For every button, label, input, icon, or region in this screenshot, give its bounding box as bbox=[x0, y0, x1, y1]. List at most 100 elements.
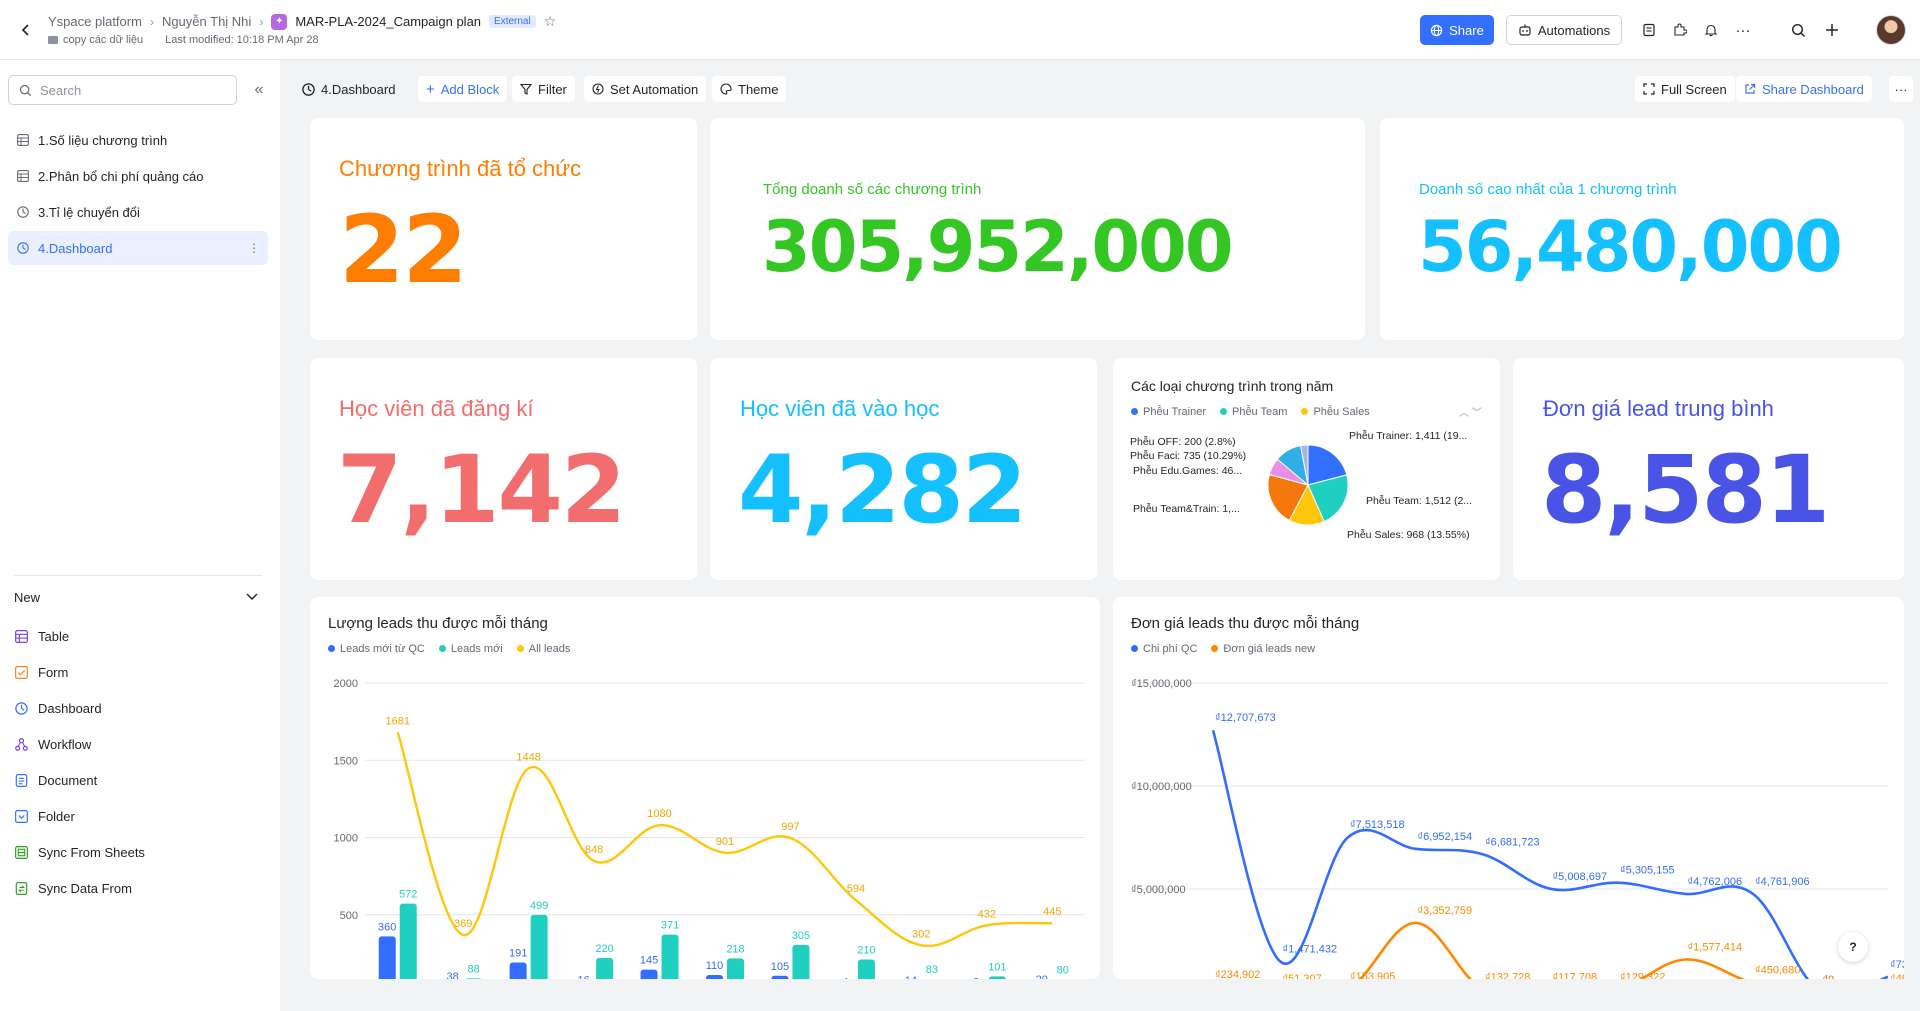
line-value-label: 901 bbox=[716, 836, 734, 848]
legend-item[interactable]: Phễu Trainer bbox=[1131, 406, 1206, 418]
theme-button[interactable]: Theme bbox=[712, 76, 787, 102]
line-value-label: ₫733,267 bbox=[1890, 959, 1904, 971]
leads-chart-card[interactable]: Lượng leads thu được mỗi tháng Leads mới… bbox=[310, 597, 1100, 979]
bar-value-label: 105 bbox=[771, 961, 789, 973]
star-icon[interactable]: ☆ bbox=[543, 13, 557, 29]
sheets-icon bbox=[14, 845, 28, 859]
full-screen-button[interactable]: Full Screen bbox=[1635, 76, 1735, 102]
more-vertical-icon[interactable]: ⋮ bbox=[248, 241, 260, 255]
set-automation-button[interactable]: Set Automation bbox=[584, 76, 707, 102]
sidebar: « 1.Số liệu chương trình 2.Phân bổ chi p… bbox=[0, 60, 280, 1011]
new-dashboard-item[interactable]: Dashboard bbox=[14, 690, 262, 726]
dashboard-area: 4.Dashboard + Add Block Filter Set Autom… bbox=[280, 60, 1920, 1011]
line-value-label: 1681 bbox=[385, 715, 409, 727]
pie-slice bbox=[1300, 444, 1309, 486]
bell-icon[interactable] bbox=[1699, 18, 1723, 42]
new-sync-sheets-item[interactable]: Sync From Sheets bbox=[14, 834, 262, 870]
breadcrumb-workspace[interactable]: Yspace platform bbox=[48, 14, 142, 29]
bar bbox=[509, 962, 527, 979]
chevron-right-icon: › bbox=[259, 14, 264, 29]
new-section-toggle[interactable]: New bbox=[14, 576, 262, 618]
table-list: 1.Số liệu chương trình 2.Phân bổ chi phí… bbox=[8, 123, 268, 267]
more-icon[interactable]: ··· bbox=[1735, 21, 1751, 39]
y-tick-label: ₫10,000,000 bbox=[1131, 781, 1192, 793]
sidebar-item-label: 4.Dashboard bbox=[38, 240, 113, 256]
search-input[interactable] bbox=[40, 82, 220, 98]
folder-location[interactable]: copy các dữ liệu bbox=[48, 34, 143, 46]
kpi-value: 305,952,000 bbox=[762, 206, 1234, 288]
avatar[interactable] bbox=[1876, 15, 1906, 45]
sync-icon bbox=[14, 881, 28, 895]
sidebar-item-so-lieu[interactable]: 1.Số liệu chương trình bbox=[8, 123, 268, 157]
legend-item[interactable]: Phễu Sales bbox=[1301, 406, 1370, 418]
document-list-icon[interactable] bbox=[1637, 18, 1661, 42]
external-badge: External bbox=[489, 15, 536, 28]
search-icon[interactable] bbox=[1786, 18, 1810, 42]
automations-button[interactable]: Automations bbox=[1506, 15, 1622, 45]
top-bar: Yspace platform › Nguyễn Thị Nhi › ✦ MAR… bbox=[0, 0, 1920, 60]
line-value-label: ₫117,708 bbox=[1553, 972, 1598, 979]
pie-chart-card[interactable]: Các loại chương trình trong năm Phễu Tra… bbox=[1113, 358, 1500, 580]
document-title[interactable]: MAR-PLA-2024_Campaign plan bbox=[295, 14, 482, 29]
new-form-item[interactable]: Form bbox=[14, 654, 262, 690]
table-icon bbox=[16, 133, 30, 147]
legend-item[interactable]: All leads bbox=[516, 643, 570, 655]
help-icon[interactable]: ? bbox=[1838, 932, 1868, 962]
automations-label: Automations bbox=[1537, 22, 1611, 38]
new-sync-data-item[interactable]: Sync Data From bbox=[14, 870, 262, 906]
kpi-card-programs[interactable]: Chương trình đã tổ chức 22 bbox=[310, 118, 697, 340]
chart-title: Đơn giá leads thu được mỗi tháng bbox=[1131, 615, 1360, 632]
new-item-label: Document bbox=[38, 772, 98, 788]
dashboard-icon bbox=[16, 205, 30, 219]
kpi-card-lead-price[interactable]: Đơn giá lead trung bình 8,581 bbox=[1513, 358, 1904, 580]
dashboard-name[interactable]: 4.Dashboard bbox=[294, 76, 403, 102]
sidebar-item-dashboard[interactable]: 4.Dashboard ⋮ bbox=[8, 231, 268, 265]
pie-slice bbox=[1307, 444, 1348, 486]
sidebar-item-phan-bo[interactable]: 2.Phân bổ chi phí quảng cáo bbox=[8, 159, 268, 193]
legend-pager[interactable]: ︿ ﹀ bbox=[1459, 408, 1482, 419]
leads-legend: Leads mới từ QC Leads mới All leads bbox=[328, 643, 570, 655]
leads-bar-chart: 0500100015002000Tháng 1Tháng 2Tháng 3Thá… bbox=[334, 678, 1085, 979]
new-folder-item[interactable]: Folder bbox=[14, 798, 262, 834]
bar-value-label: 572 bbox=[399, 889, 417, 901]
bar bbox=[661, 934, 679, 979]
back-icon[interactable] bbox=[14, 18, 38, 42]
kpi-card-total-revenue[interactable]: Tổng doanh số các chương trình 305,952,0… bbox=[710, 118, 1365, 340]
new-document-item[interactable]: Document bbox=[14, 762, 262, 798]
bar-value-label: 220 bbox=[595, 943, 613, 955]
new-workflow-item[interactable]: Workflow bbox=[14, 726, 262, 762]
legend-item[interactable]: Chi phí QC bbox=[1131, 643, 1197, 655]
kpi-card-registered[interactable]: Học viên đã đăng kí 7,142 bbox=[310, 358, 697, 580]
legend-item[interactable]: Leads mới bbox=[438, 643, 503, 655]
legend-label: Phễu Team bbox=[1231, 406, 1288, 418]
filter-button[interactable]: Filter bbox=[512, 76, 575, 102]
filter-icon bbox=[520, 83, 532, 95]
share-dashboard-button[interactable]: Share Dashboard bbox=[1736, 76, 1872, 102]
plus-icon[interactable] bbox=[1820, 18, 1844, 42]
plugin-icon[interactable] bbox=[1668, 18, 1692, 42]
legend-item[interactable]: Leads mới từ QC bbox=[328, 643, 425, 655]
automation-icon bbox=[592, 83, 604, 95]
line-value-label: 594 bbox=[847, 883, 865, 895]
sidebar-item-ti-le[interactable]: 3.Tỉ lệ chuyển đổi bbox=[8, 195, 268, 229]
bar-value-label: 3 bbox=[973, 977, 979, 979]
legend-item[interactable]: Phễu Team bbox=[1219, 406, 1288, 418]
more-icon[interactable]: ··· bbox=[1889, 76, 1913, 102]
cost-chart-card[interactable]: Đơn giá leads thu được mỗi tháng Chi phí… bbox=[1113, 597, 1904, 979]
bar-value-label: 20 bbox=[1036, 974, 1048, 979]
line-value-label: 1448 bbox=[516, 751, 540, 763]
collapse-sidebar-icon[interactable]: « bbox=[254, 81, 264, 98]
bar bbox=[596, 958, 614, 979]
kpi-value: 22 bbox=[339, 196, 468, 305]
bar-value-label: 110 bbox=[706, 960, 724, 972]
add-block-button[interactable]: + Add Block bbox=[418, 76, 508, 102]
new-table-item[interactable]: Table bbox=[14, 618, 262, 654]
bar bbox=[466, 978, 481, 979]
share-button[interactable]: Share bbox=[1420, 15, 1494, 45]
legend-item[interactable]: Đơn giá leads new bbox=[1211, 643, 1315, 655]
kpi-card-max-revenue[interactable]: Doanh số cao nhất của 1 chương trình 56,… bbox=[1380, 118, 1904, 340]
breadcrumb-owner[interactable]: Nguyễn Thị Nhi bbox=[161, 14, 252, 29]
kpi-label: Doanh số cao nhất của 1 chương trình bbox=[1419, 181, 1677, 198]
kpi-card-enrolled[interactable]: Học viên đã vào học 4,282 bbox=[710, 358, 1097, 580]
line-value-label: ₫12,707,673 bbox=[1215, 712, 1276, 724]
